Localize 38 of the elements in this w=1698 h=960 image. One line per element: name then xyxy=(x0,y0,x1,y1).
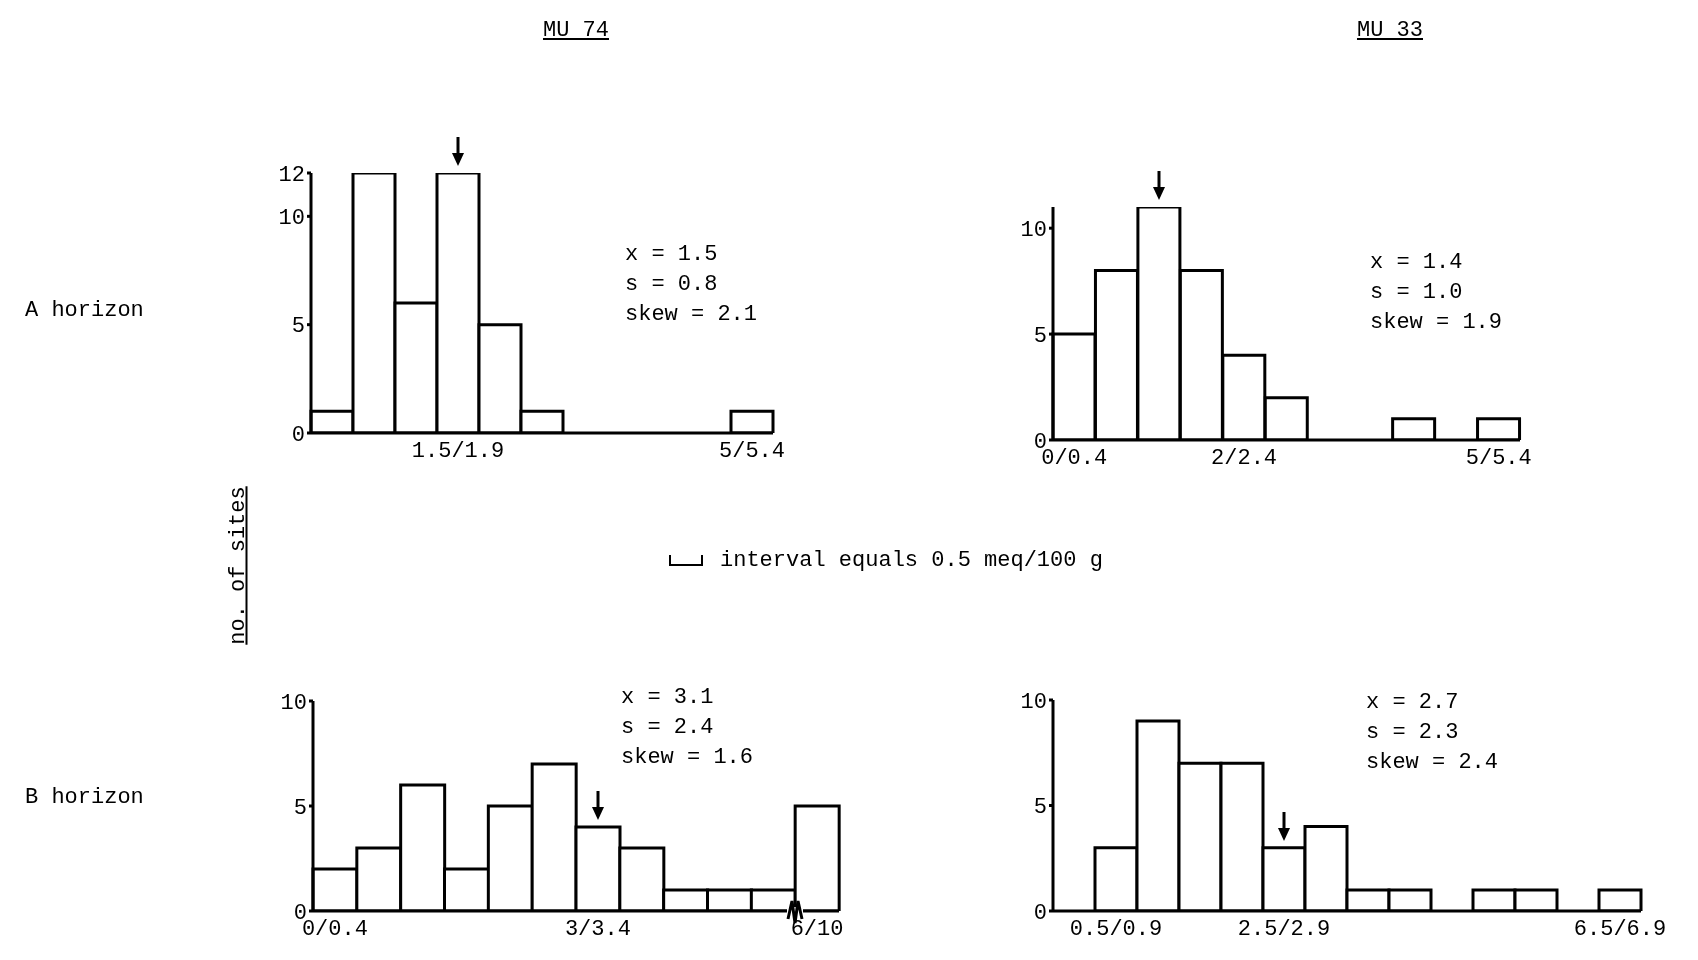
text: A horizon xyxy=(25,298,144,323)
y-tick-label: 5 xyxy=(293,795,307,821)
chart-title: MU 33 xyxy=(1356,18,1424,43)
y-tick-label: 10 xyxy=(278,206,305,232)
annotation: skew = 1.9 xyxy=(1370,309,1503,337)
annotation: s = 0.8 xyxy=(625,271,719,299)
text: interval equals 0.5 meq/100 g xyxy=(720,548,1103,573)
y-tick-label: 10 xyxy=(1020,689,1047,715)
x-tick-label: 5/5.4 xyxy=(1465,445,1532,471)
x-tick-label: 1.5/1.9 xyxy=(411,438,505,464)
x-tick-label: 6/10 xyxy=(790,916,844,942)
x-tick-label: 2.5/2.9 xyxy=(1237,916,1331,942)
text: B horizon xyxy=(25,785,144,810)
chart-title: MU 74 xyxy=(542,18,610,43)
y-tick-label: 12 xyxy=(278,162,305,188)
annotation: s = 1.0 xyxy=(1370,279,1464,307)
y-tick-label: 5 xyxy=(1033,323,1047,349)
y-tick-label: 10 xyxy=(1020,217,1047,243)
x-tick-label: 5/5.4 xyxy=(718,438,786,464)
y-axis-title: no. of sites xyxy=(225,485,251,647)
y-tick-label: 5 xyxy=(291,314,305,340)
y-tick-label: 0 xyxy=(1033,900,1047,926)
annotation: x = 1.5 xyxy=(625,241,719,269)
annotation: x = 1.4 xyxy=(1370,249,1464,277)
annotation: x = 3.1 xyxy=(621,684,715,712)
annotation: s = 2.4 xyxy=(621,714,715,742)
x-tick-label: 2/2.4 xyxy=(1211,445,1278,471)
annotation: s = 2.3 xyxy=(1366,719,1460,747)
annotation: skew = 2.1 xyxy=(625,301,758,329)
annotation: skew = 1.6 xyxy=(621,744,754,772)
annotation: skew = 2.4 xyxy=(1366,749,1499,777)
annotation: x = 2.7 xyxy=(1366,689,1460,717)
x-tick-label: 0.5/0.9 xyxy=(1069,916,1163,942)
y-tick-label: 10 xyxy=(280,690,307,716)
x-tick-label: 3/3.4 xyxy=(564,916,631,942)
y-tick-label: 5 xyxy=(1033,795,1047,821)
y-tick-label: 0 xyxy=(291,422,305,448)
x-tick-label: 6.5/6.9 xyxy=(1573,916,1667,942)
